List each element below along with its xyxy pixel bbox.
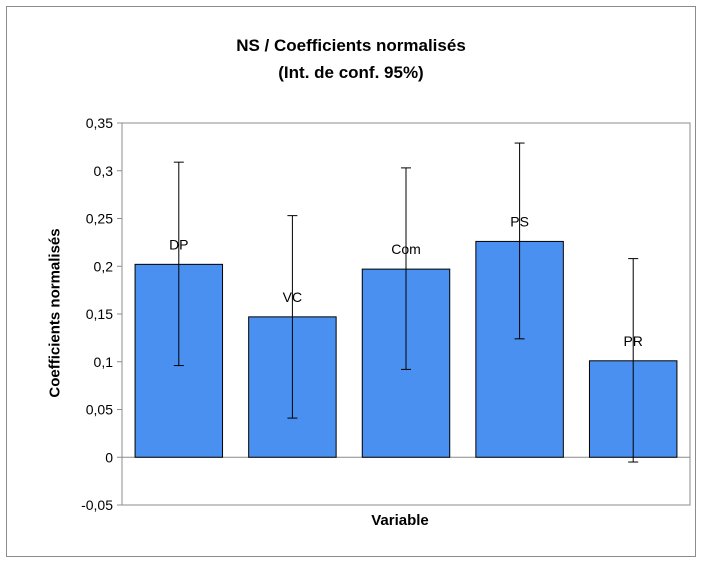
- chart-title: NS / Coefficients normalisés: [236, 36, 466, 55]
- y-tick-label: 0,35: [86, 115, 113, 131]
- y-tick-label: 0,3: [94, 163, 114, 179]
- bar-label: VC: [283, 289, 302, 305]
- chart-subtitle: (Int. de conf. 95%): [278, 63, 424, 82]
- y-tick-label: 0,2: [94, 258, 114, 274]
- y-tick-label: 0,1: [94, 354, 114, 370]
- bar-label: Com: [391, 241, 421, 257]
- y-tick-label: 0,05: [86, 402, 113, 418]
- bar-label: DP: [169, 236, 188, 252]
- y-tick-label: -0,05: [81, 497, 113, 513]
- bar-label: PR: [623, 333, 642, 349]
- chart-frame: [6, 6, 696, 557]
- y-tick-label: 0,25: [86, 211, 113, 227]
- y-tick-label: 0: [105, 449, 113, 465]
- x-axis-label: Variable: [371, 512, 429, 529]
- bar-label: PS: [510, 213, 529, 229]
- y-tick-label: 0,15: [86, 306, 113, 322]
